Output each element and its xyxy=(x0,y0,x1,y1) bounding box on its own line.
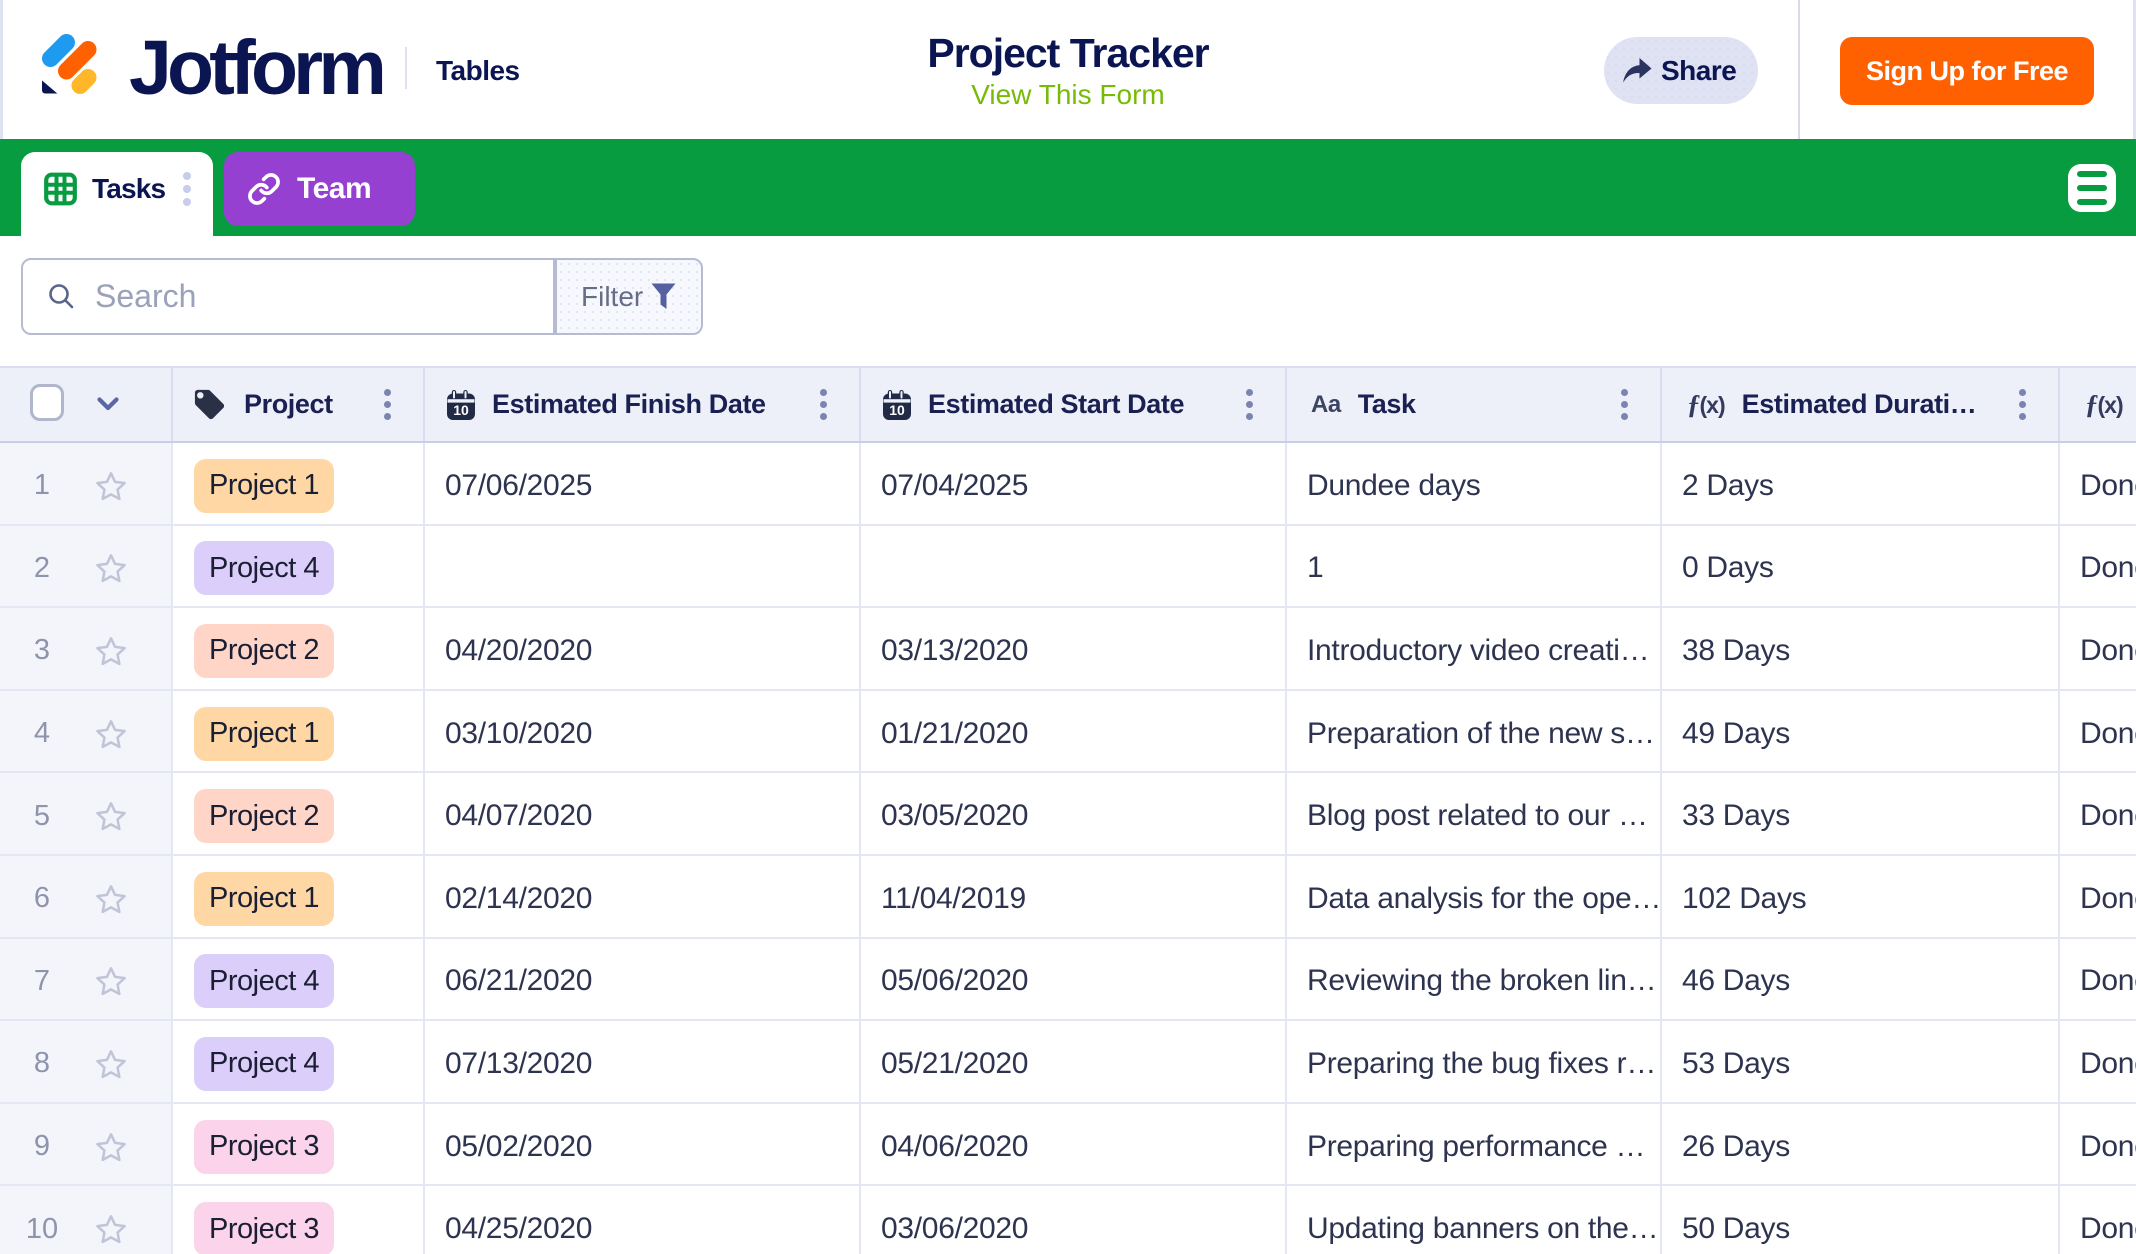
svg-text:10: 10 xyxy=(889,402,905,418)
svg-text:10: 10 xyxy=(453,402,469,418)
